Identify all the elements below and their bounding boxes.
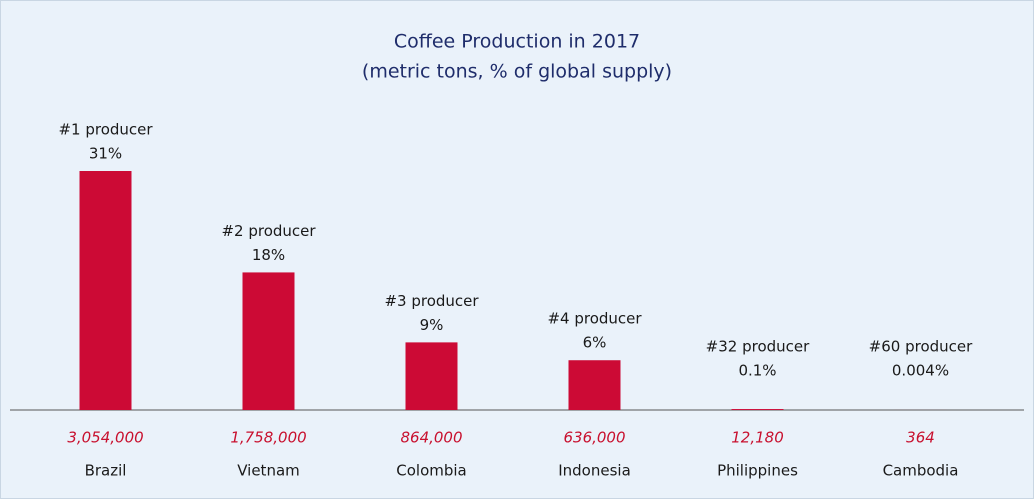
x-tick-label: Brazil [85,462,127,480]
bar [242,272,295,410]
share-label: 0.004% [892,362,949,380]
rank-label: #60 producer [869,338,973,356]
rank-label: #1 producer [58,121,153,139]
chart-subtitle: (metric tons, % of global supply) [362,61,672,83]
rank-label: #32 producer [706,338,810,356]
share-label: 18% [252,246,285,264]
rank-label: #4 producer [547,310,642,328]
share-label: 0.1% [738,362,776,380]
bar [79,171,132,410]
rank-label: #3 producer [384,292,479,310]
share-label: 9% [420,316,444,334]
chart-title: Coffee Production in 2017 [394,31,640,53]
x-tick-label: Indonesia [558,462,631,480]
value-label: 636,000 [563,429,625,447]
bar [731,409,784,410]
value-label: 364 [906,429,935,447]
x-tick-label: Colombia [396,462,467,480]
value-label: 12,180 [731,429,784,447]
bar [405,342,458,410]
x-tick-label: Philippines [717,462,798,480]
value-label: 1,758,000 [230,429,306,447]
bar [568,360,621,410]
share-label: 31% [89,145,122,163]
share-label: 6% [583,334,607,352]
x-tick-label: Vietnam [237,462,300,480]
value-label: 864,000 [400,429,462,447]
rank-label: #2 producer [221,222,316,240]
value-label: 3,054,000 [67,429,143,447]
x-tick-label: Cambodia [883,462,959,480]
